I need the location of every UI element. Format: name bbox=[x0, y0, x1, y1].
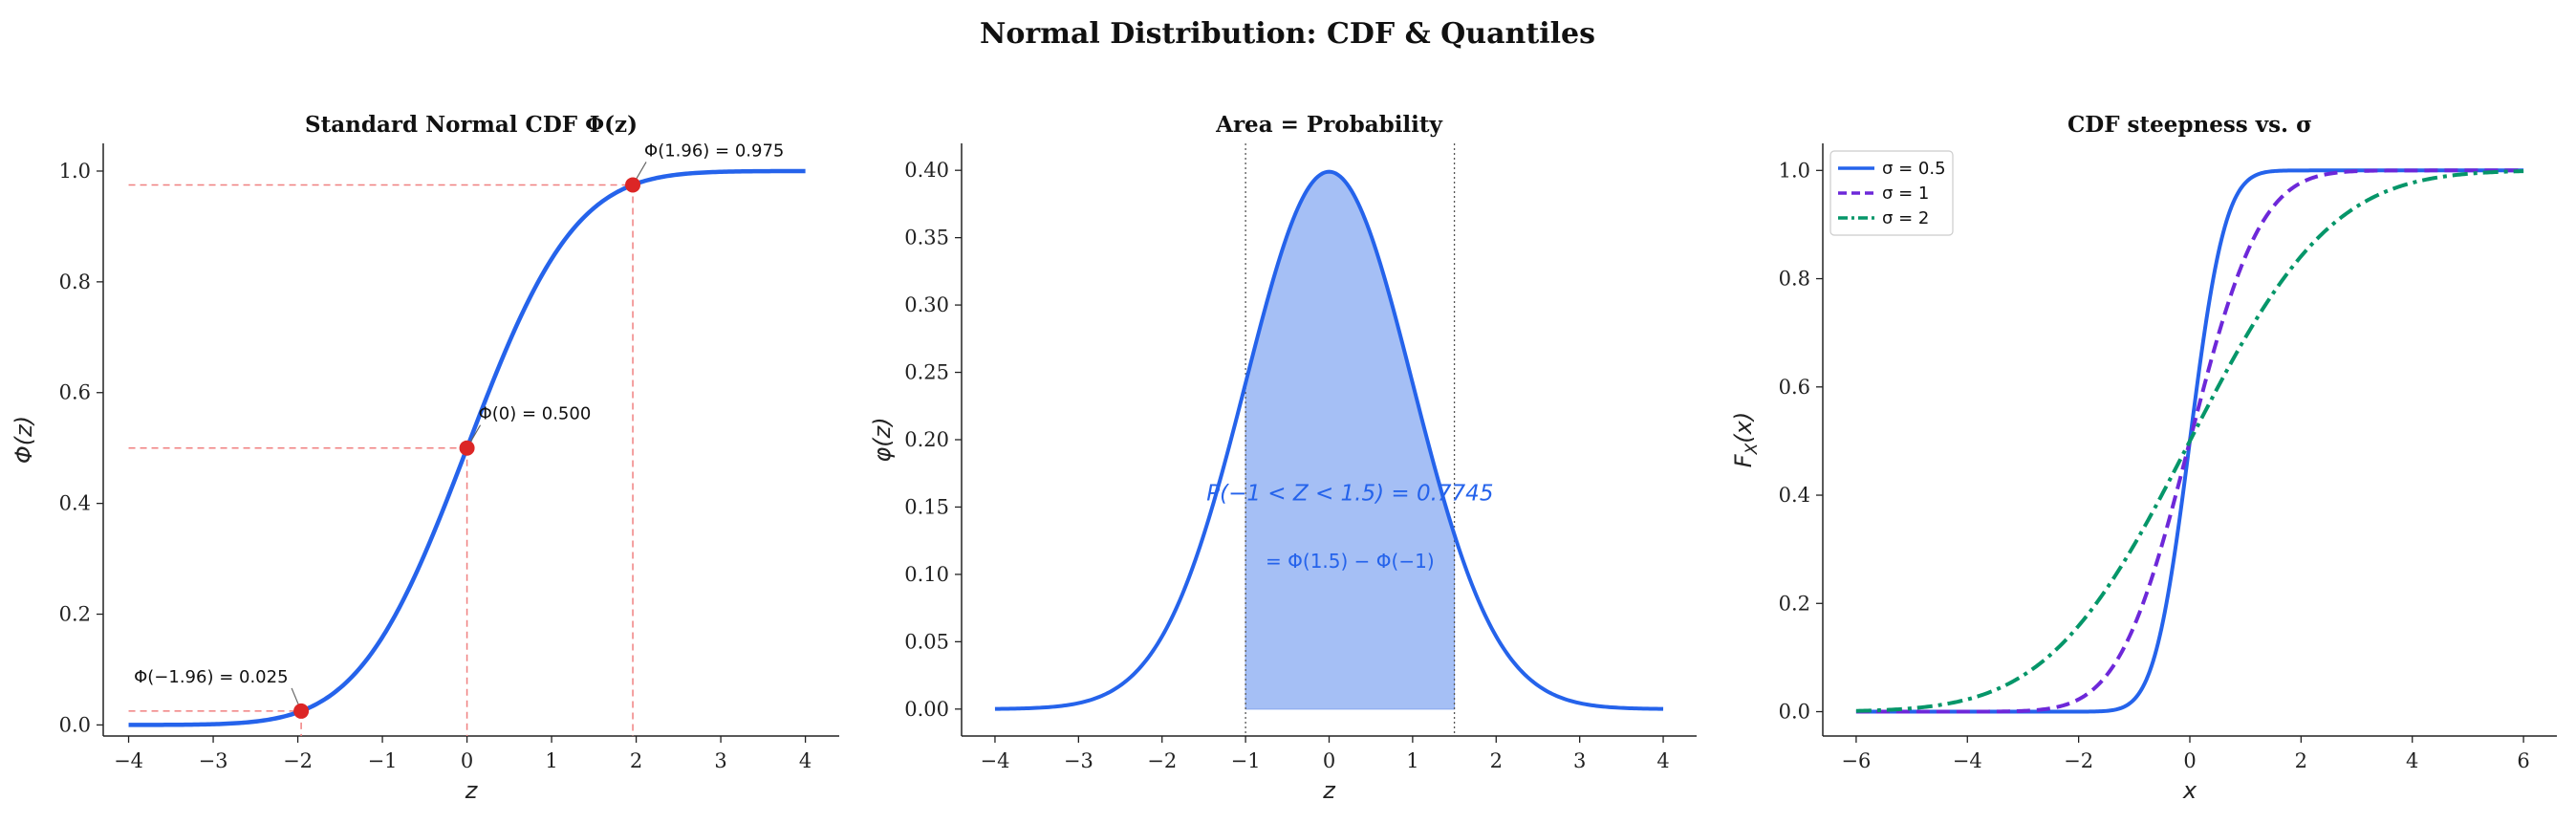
x-tick-label: 3 bbox=[1573, 749, 1586, 772]
x-tick-label: 0 bbox=[1323, 749, 1335, 772]
quantile-point bbox=[625, 177, 641, 193]
y-axis-label-subscript: X bbox=[1743, 443, 1762, 455]
y-tick-label: 0.2 bbox=[1779, 592, 1810, 615]
cdf-curve-series bbox=[1855, 169, 2524, 713]
y-tick-label: 0.0 bbox=[59, 713, 91, 736]
x-tick-label: 1 bbox=[545, 749, 557, 772]
x-tick-label: 0 bbox=[461, 749, 473, 772]
y-tick-label: 0.6 bbox=[1779, 376, 1810, 399]
y-tick-label: 0.6 bbox=[59, 381, 91, 404]
panel-title: CDF steepness vs. σ bbox=[2067, 112, 2312, 138]
x-tick-label: −4 bbox=[1953, 749, 1982, 772]
x-tick-label: 4 bbox=[1656, 749, 1669, 772]
x-tick-label: −6 bbox=[1841, 749, 1871, 772]
y-tick-label: 1.0 bbox=[1779, 159, 1810, 182]
x-tick-label: −2 bbox=[1147, 749, 1177, 772]
y-tick-label: 0.4 bbox=[1779, 484, 1810, 507]
y-tick-label: 0.05 bbox=[904, 630, 949, 653]
x-tick-label: 2 bbox=[1490, 749, 1503, 772]
probability-area bbox=[1245, 171, 1456, 710]
x-tick-label: 1 bbox=[1406, 749, 1418, 772]
pdf-curve bbox=[994, 169, 1664, 711]
x-tick-label: −4 bbox=[980, 749, 1009, 772]
sigma-comparison-panel: −6 −4 −2 0 2 4 6 0.0 0.2 0.4 0.6 0.8 1.0 CDF steepnes… bbox=[1730, 112, 2557, 804]
y-tick-label: 0.0 bbox=[1779, 701, 1810, 724]
quantile-point bbox=[459, 440, 475, 456]
panel-title: Standard Normal CDF Φ(z) bbox=[305, 112, 638, 138]
x-tick-label: 2 bbox=[630, 749, 642, 772]
y-tick-label: 0.35 bbox=[904, 227, 949, 249]
y-tick-label: 0.8 bbox=[1779, 268, 1810, 291]
figure-title: Normal Distribution: CDF & Quantiles bbox=[980, 17, 1595, 51]
y-tick-label: 0.10 bbox=[904, 563, 949, 586]
y-tick-label: 0.4 bbox=[59, 492, 91, 515]
y-tick-label: 0.8 bbox=[59, 271, 91, 293]
y-tick-label: 0.40 bbox=[904, 159, 949, 182]
x-tick-label: −2 bbox=[2064, 749, 2093, 772]
legend-label: σ = 0.5 bbox=[1882, 159, 1946, 179]
panel-title: Area = Probability bbox=[1215, 112, 1442, 138]
y-tick-label: 0.15 bbox=[904, 495, 949, 518]
x-tick-label: −1 bbox=[368, 749, 398, 772]
y-tick-label: 0.25 bbox=[904, 361, 949, 384]
x-tick-label: 4 bbox=[2406, 749, 2418, 772]
probability-annotation: P(−1 < Z < 1.5) = 0.7745 bbox=[1206, 481, 1493, 506]
x-axis-label: z bbox=[1322, 777, 1336, 804]
point-annotation: Φ(−1.96) = 0.025 bbox=[134, 667, 288, 687]
legend-label: σ = 1 bbox=[1882, 184, 1929, 204]
x-tick-label: 2 bbox=[2295, 749, 2307, 772]
quantile-point bbox=[293, 703, 310, 719]
x-tick-label: 4 bbox=[799, 749, 812, 772]
x-tick-label: −3 bbox=[1064, 749, 1093, 772]
y-tick-label: 0.20 bbox=[904, 428, 949, 451]
x-tick-label: 3 bbox=[714, 749, 726, 772]
x-tick-label: 0 bbox=[2183, 749, 2196, 772]
legend-label: σ = 2 bbox=[1882, 208, 1929, 228]
y-tick-label: 0.2 bbox=[59, 603, 91, 626]
x-tick-label: −4 bbox=[114, 749, 143, 772]
pdf-area-panel: −4 −3 −2 −1 0 1 2 3 4 0.00 0.05 0.10 0.15 0.20 0.25 0.3… bbox=[869, 112, 1697, 804]
point-annotation: Φ(1.96) = 0.975 bbox=[644, 141, 784, 161]
x-tick-label: −2 bbox=[283, 749, 313, 772]
x-axis-label: x bbox=[2182, 777, 2197, 804]
cdf-difference-annotation: = Φ(1.5) − Φ(−1) bbox=[1266, 550, 1435, 573]
y-tick-label: 0.00 bbox=[904, 698, 949, 721]
cdf-panel: −4 −3 −2 −1 0 1 2 3 4 0.0 0.2 0.4 0.6 0.8 1.0 Standard … bbox=[11, 112, 839, 804]
x-tick-label: −3 bbox=[199, 749, 228, 772]
legend-box bbox=[1829, 150, 1954, 236]
y-tick-label: 1.0 bbox=[59, 160, 91, 183]
y-axis-label: FX(x) bbox=[1730, 412, 1762, 467]
y-axis-label: Φ(z) bbox=[11, 416, 37, 464]
point-annotation: Φ(0) = 0.500 bbox=[479, 404, 592, 424]
x-tick-label: −1 bbox=[1231, 749, 1261, 772]
x-tick-label: 6 bbox=[2517, 749, 2529, 772]
y-tick-label: 0.30 bbox=[904, 293, 949, 316]
x-axis-label: z bbox=[465, 777, 479, 804]
y-axis-label: φ(z) bbox=[869, 417, 896, 462]
y-axis-label-rest: (x) bbox=[1730, 412, 1757, 444]
